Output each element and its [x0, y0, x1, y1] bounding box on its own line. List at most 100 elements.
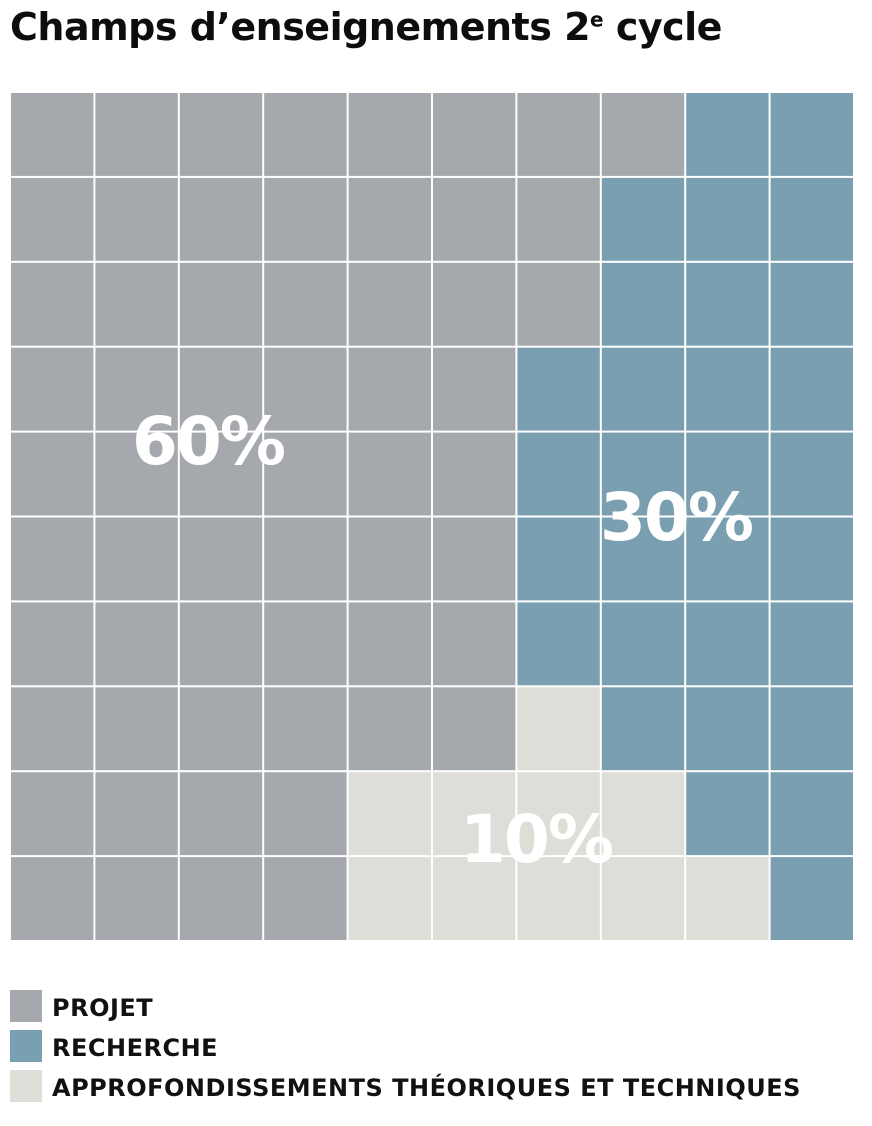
- waffle-cell-approfondissements: [517, 857, 600, 940]
- waffle-cell-projet: [264, 262, 347, 346]
- waffle-cell-approfondissements: [348, 772, 431, 856]
- waffle-cell-approfondissements: [517, 772, 600, 856]
- waffle-cell-recherche: [601, 347, 685, 431]
- waffle-cell-recherche: [770, 347, 853, 431]
- chart-title-main: Champs d’enseignements 2: [10, 5, 591, 49]
- waffle-cell-projet: [433, 347, 516, 431]
- legend-swatch-approfondissements: [10, 1070, 42, 1102]
- waffle-cell-projet: [95, 857, 178, 940]
- waffle-cell-projet: [264, 177, 347, 261]
- value-label-projet: 60%: [132, 403, 285, 480]
- waffle-cell-recherche: [686, 772, 769, 856]
- waffle-cell-projet: [179, 687, 263, 771]
- waffle-cell-projet: [264, 602, 347, 686]
- waffle-cell-approfondissements: [686, 857, 769, 940]
- waffle-cell-projet: [11, 602, 94, 686]
- waffle-cell-recherche: [686, 602, 769, 686]
- waffle-cell-projet: [433, 687, 516, 771]
- waffle-cell-projet: [433, 262, 516, 346]
- chart-title-suffix: cycle: [603, 5, 723, 49]
- waffle-cell-recherche: [517, 517, 600, 601]
- waffle-cell-projet: [179, 602, 263, 686]
- waffle-cell-recherche: [770, 687, 853, 771]
- waffle-cell-projet: [11, 93, 94, 176]
- value-label-approfondissements: 10%: [460, 801, 613, 878]
- waffle-cell-projet: [11, 432, 94, 516]
- waffle-cell-recherche: [601, 517, 685, 601]
- waffle-cell-projet: [95, 177, 178, 261]
- waffle-cell-projet: [348, 262, 431, 346]
- waffle-cell-recherche: [517, 347, 600, 431]
- waffle-cell-projet: [601, 93, 685, 176]
- waffle-cell-projet: [179, 262, 263, 346]
- waffle-cell-projet: [264, 517, 347, 601]
- waffle-cell-approfondissements: [601, 857, 685, 940]
- waffle-cell-projet: [11, 262, 94, 346]
- waffle-cell-approfondissements: [433, 772, 516, 856]
- waffle-cell-projet: [179, 93, 263, 176]
- waffle-cell-projet: [11, 177, 94, 261]
- waffle-cell-projet: [433, 177, 516, 261]
- waffle-cell-recherche: [686, 687, 769, 771]
- value-label-recherche: 30%: [600, 479, 753, 556]
- waffle-cell-projet: [11, 772, 94, 856]
- waffle-cell-recherche: [601, 262, 685, 346]
- waffle-cell-recherche: [770, 177, 853, 261]
- waffle-chart: 60% 30% 10%: [11, 93, 853, 940]
- waffle-cell-recherche: [686, 517, 769, 601]
- waffle-cell-recherche: [770, 602, 853, 686]
- waffle-cell-projet: [348, 517, 431, 601]
- waffle-cell-projet: [264, 687, 347, 771]
- chart-title: Champs d’enseignements 2e cycle: [10, 4, 722, 50]
- legend-swatch-recherche: [10, 1030, 42, 1062]
- waffle-cell-projet: [95, 602, 178, 686]
- waffle-cell-recherche: [770, 432, 853, 516]
- waffle-cell-projet: [11, 687, 94, 771]
- waffle-cell-projet: [433, 93, 516, 176]
- waffle-cell-projet: [179, 857, 263, 940]
- waffle-cell-projet: [95, 347, 178, 431]
- waffle-cell-projet: [517, 262, 600, 346]
- waffle-cell-projet: [179, 177, 263, 261]
- waffle-cell-projet: [95, 517, 178, 601]
- waffle-cell-recherche: [601, 432, 685, 516]
- legend-label-recherche: RECHERCHE: [52, 1034, 219, 1062]
- waffle-cell-recherche: [601, 177, 685, 261]
- waffle-cell-projet: [348, 93, 431, 176]
- waffle-cell-projet: [11, 347, 94, 431]
- waffle-cell-projet: [179, 432, 263, 516]
- waffle-cell-recherche: [601, 687, 685, 771]
- waffle-cell-projet: [348, 432, 431, 516]
- waffle-cell-recherche: [517, 602, 600, 686]
- waffle-cell-recherche: [601, 602, 685, 686]
- waffle-cell-projet: [95, 772, 178, 856]
- waffle-cell-projet: [264, 857, 347, 940]
- waffle-cell-recherche: [686, 347, 769, 431]
- waffle-cell-approfondissements: [433, 857, 516, 940]
- waffle-cell-approfondissements: [601, 772, 685, 856]
- waffle-cell-projet: [433, 432, 516, 516]
- waffle-cell-projet: [264, 772, 347, 856]
- waffle-cell-recherche: [770, 93, 853, 176]
- waffle-cell-recherche: [770, 517, 853, 601]
- waffle-cell-projet: [179, 772, 263, 856]
- waffle-cell-projet: [11, 857, 94, 940]
- waffle-cell-projet: [433, 517, 516, 601]
- waffle-cell-projet: [348, 602, 431, 686]
- waffle-cell-projet: [517, 177, 600, 261]
- waffle-cell-projet: [264, 93, 347, 176]
- chart-title-superscript: e: [590, 7, 604, 32]
- legend-label-approfondissements: APPROFONDISSEMENTS THÉORIQUES ET TECHNIQ…: [52, 1074, 801, 1102]
- waffle-cells: [11, 93, 853, 940]
- waffle-cell-projet: [348, 177, 431, 261]
- waffle-cell-projet: [95, 262, 178, 346]
- waffle-cell-projet: [264, 432, 347, 516]
- waffle-cell-projet: [179, 347, 263, 431]
- waffle-cell-projet: [11, 517, 94, 601]
- waffle-cell-projet: [95, 687, 178, 771]
- waffle-cell-recherche: [517, 432, 600, 516]
- waffle-cell-projet: [348, 347, 431, 431]
- legend-swatch-projet: [10, 990, 42, 1022]
- waffle-cell-recherche: [686, 93, 769, 176]
- waffle-cell-recherche: [686, 177, 769, 261]
